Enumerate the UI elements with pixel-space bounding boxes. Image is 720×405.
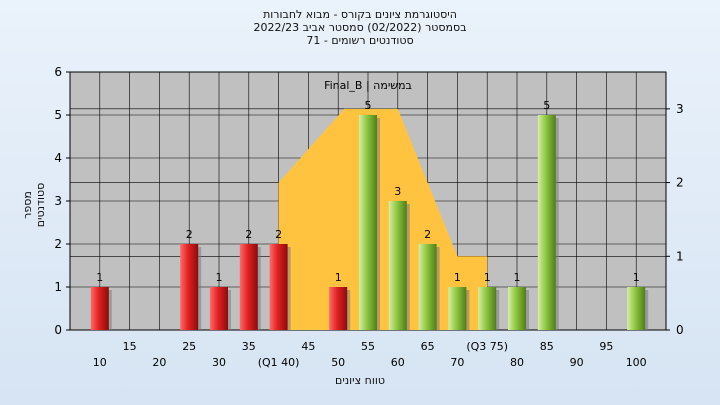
bar-pass <box>359 115 377 330</box>
x-tick-label: (Q3 75) <box>466 340 508 353</box>
x-tick-label: 10 <box>93 356 107 369</box>
x-tick-label: 60 <box>391 356 405 369</box>
x-tick-label: 25 <box>182 340 196 353</box>
y-tick-label: 6 <box>54 65 62 79</box>
bar-pass <box>418 244 437 330</box>
y-tick-label: 4 <box>54 151 62 165</box>
bar-value-label: 3 <box>394 185 401 198</box>
y-tick-label: 3 <box>54 194 62 208</box>
bar-pass <box>537 115 556 330</box>
bar-pass <box>448 287 467 330</box>
x-tick-label: 70 <box>450 356 464 369</box>
bar-value-label: 1 <box>514 271 521 284</box>
x-tick-label: 50 <box>331 356 345 369</box>
bar-value-label: 1 <box>216 271 223 284</box>
bar-fail <box>269 244 288 330</box>
x-tick-label: 90 <box>570 356 584 369</box>
bar-value-label: 1 <box>454 271 461 284</box>
bar-value-label: 1 <box>484 271 491 284</box>
x-tick-label: 65 <box>421 340 435 353</box>
chart-title-line-3: סטודנטים רשומים - 71 <box>306 34 414 47</box>
y-tick-label: 2 <box>54 237 62 251</box>
chart-title-line-1: היסטוגרמת ציונים בקורס - מבוא לחבורות <box>263 8 457 21</box>
bar-value-label: 2 <box>245 228 252 241</box>
y-axis-label: מספר סטודנטים <box>21 182 47 228</box>
y2-tick-label: 0 <box>676 323 684 337</box>
bar-value-label: 5 <box>543 99 550 112</box>
x-tick-label: 85 <box>540 340 554 353</box>
bar-value-label: 1 <box>335 271 342 284</box>
bar-value-label: 2 <box>186 228 193 241</box>
x-tick-label: 45 <box>301 340 315 353</box>
bar-value-label: 2 <box>275 228 282 241</box>
bar-value-label: 5 <box>365 99 372 112</box>
x-tick-label: 30 <box>212 356 226 369</box>
y2-tick-label: 1 <box>676 249 684 263</box>
bar-fail <box>329 287 348 330</box>
y2-tick-label: 2 <box>676 176 684 190</box>
bar-fail <box>210 287 228 330</box>
x-tick-label: 95 <box>599 340 613 353</box>
bar-pass <box>478 287 497 330</box>
bar-fail <box>90 287 109 330</box>
series-label: Final_B | במשימה <box>324 79 412 92</box>
bar-pass <box>627 287 646 330</box>
bar-fail <box>180 244 199 330</box>
x-tick-label: 100 <box>626 356 647 369</box>
chart-titles: היסטוגרמת ציונים בקורס - מבוא לחבורות בס… <box>0 8 720 47</box>
x-tick-label: 80 <box>510 356 524 369</box>
bar-value-label: 2 <box>424 228 431 241</box>
y-tick-label: 5 <box>54 108 62 122</box>
y-tick-label: 1 <box>54 280 62 294</box>
bar-value-label: 1 <box>633 271 640 284</box>
bar-value-label: 1 <box>96 271 103 284</box>
bar-fail <box>239 244 258 330</box>
bar-pass <box>388 201 407 330</box>
y-tick-label: 0 <box>54 323 62 337</box>
x-tick-label: 15 <box>123 340 137 353</box>
bar-pass <box>508 287 526 330</box>
chart-title-line-2: בסמסטר (02/2022) סמסטר אביב 2022/23 <box>253 21 467 34</box>
x-tick-label: (Q1 40) <box>258 356 300 369</box>
y2-tick-label: 3 <box>676 102 684 116</box>
x-tick-label: 20 <box>152 356 166 369</box>
x-axis-label: טווח ציונים <box>335 374 385 387</box>
x-tick-label: 35 <box>242 340 256 353</box>
x-tick-label: 55 <box>361 340 375 353</box>
